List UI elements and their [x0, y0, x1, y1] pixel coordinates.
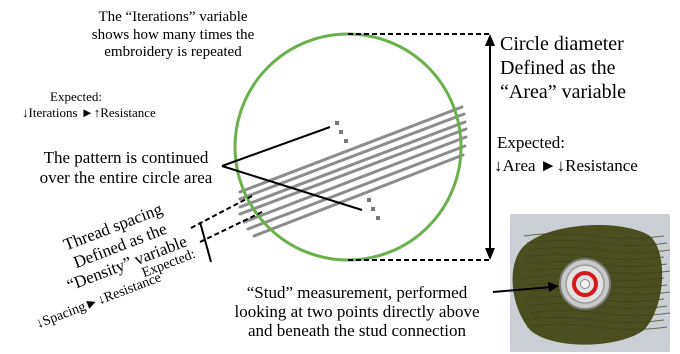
- embroidery-circle: [233, 32, 463, 262]
- diameter-description-line: Defined as the: [500, 57, 616, 79]
- stud-arrow-line: [492, 286, 553, 293]
- iterations-description-line: embroidery is repeated: [104, 44, 242, 61]
- pattern-note-line: over the entire circle area: [39, 168, 213, 188]
- thread-pattern: [238, 105, 468, 238]
- fabric-texture-stroke: [526, 240, 668, 246]
- thread-line: [238, 120, 467, 209]
- thread-line: [242, 135, 468, 224]
- gap-dots-lower: [367, 198, 380, 220]
- thread-line: [238, 105, 464, 194]
- fabric-texture-stroke: [529, 247, 671, 253]
- diameter-arrow-head-bottom: [485, 248, 495, 260]
- iterations-expected-label: Expected:: [50, 89, 102, 104]
- iterations-description: The “Iterations” variable shows how many…: [66, 9, 280, 62]
- iterations-description-line: The “Iterations” variable: [98, 9, 248, 25]
- fabric-texture-stroke: [526, 324, 668, 330]
- diameter-arrow-head-top: [485, 34, 495, 46]
- fabric-texture-stroke: [523, 317, 665, 323]
- pattern-callout-line-upper: [221, 126, 331, 167]
- diameter-description: Circle diameter Defined as the “Area” va…: [500, 32, 626, 104]
- iterations-description-line: shows how many times the: [91, 26, 255, 43]
- stud-photo: [510, 214, 671, 352]
- diameter-description-line: “Area” variable: [500, 81, 627, 103]
- thread-line: [238, 127, 468, 216]
- stud-note-line: “Stud” measurement, performed: [246, 283, 468, 302]
- pattern-note-line: The pattern is continued: [43, 148, 209, 167]
- density-dash-lower: [199, 211, 263, 243]
- thread-line: [246, 144, 467, 231]
- gap-dots-upper: [335, 121, 348, 143]
- stud-arrow-head: [548, 282, 559, 292]
- thread-line: [252, 153, 465, 238]
- fabric-texture-stroke: [529, 310, 671, 316]
- stud-note-line: looking at two points directly above: [234, 302, 480, 322]
- diameter-description-line: Circle diameter: [500, 33, 624, 55]
- stud-note-line: and beneath the stud connection: [247, 321, 467, 341]
- stud-note: “Stud” measurement, performed looking at…: [212, 283, 502, 340]
- fabric-texture-stroke: [523, 233, 665, 239]
- diameter-expected-relation: ↓Area ►↓Resistance: [494, 156, 638, 175]
- pattern-callout-line-lower: [221, 165, 363, 211]
- diameter-expected-label: Expected:: [497, 133, 565, 152]
- iterations-expected-relation: ↓Iterations ►↑Resistance: [22, 105, 156, 120]
- thread-line: [238, 112, 466, 201]
- density-tick: [199, 221, 212, 263]
- pattern-note: The pattern is continued over the entire…: [26, 148, 226, 188]
- fabric-texture-stroke: [523, 254, 665, 260]
